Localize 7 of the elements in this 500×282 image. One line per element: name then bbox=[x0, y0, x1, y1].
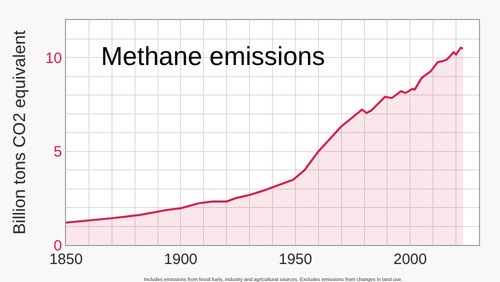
x-tick-label: 1900 bbox=[164, 251, 198, 268]
x-tick-label: 1950 bbox=[278, 251, 312, 268]
x-tick-label: 2000 bbox=[393, 251, 427, 268]
y-axis-title: Billion tons CO2 equivalent bbox=[10, 30, 29, 235]
y-tick-label: 5 bbox=[54, 144, 62, 160]
text: Methane emissions bbox=[101, 41, 325, 71]
y-tick-label: 10 bbox=[45, 50, 62, 67]
